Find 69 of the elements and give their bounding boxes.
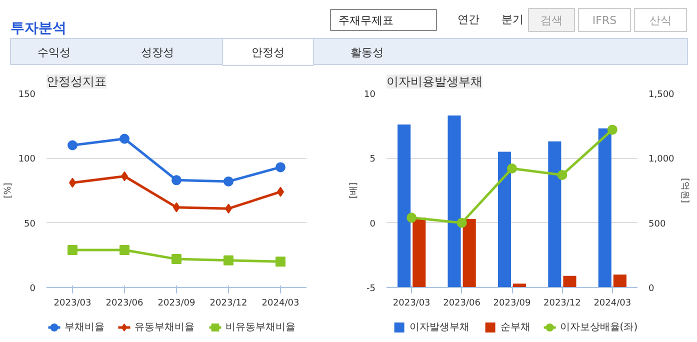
point	[120, 134, 130, 144]
x-tick-label: 2023/03	[392, 298, 430, 309]
x-tick-label: 2023/12	[544, 298, 581, 309]
y2-tick-label: 1,000	[648, 154, 675, 165]
text: 분기	[502, 13, 524, 26]
text: 검색	[540, 14, 562, 27]
x-tick-label: 2024/03	[262, 298, 300, 309]
point	[224, 256, 234, 266]
chart-title: 이자비용발생부채	[386, 74, 482, 89]
point	[406, 212, 417, 223]
point	[172, 175, 182, 186]
point	[276, 162, 286, 173]
point	[68, 245, 78, 256]
point	[120, 245, 130, 256]
text: 연간	[458, 13, 480, 26]
text: 투자분석	[10, 20, 66, 36]
y-tick-label: -5	[366, 284, 376, 294]
bar	[398, 124, 411, 288]
x-tick-label: 2024/03	[594, 298, 632, 309]
legend-label: 순부채	[500, 322, 530, 333]
text: IFRS	[592, 14, 617, 27]
point	[607, 125, 618, 136]
text: 주재무제표	[338, 14, 394, 27]
point	[68, 140, 78, 151]
bar	[498, 152, 511, 288]
y-tick-label: 50	[24, 220, 36, 230]
y-axis-title: [%]	[3, 183, 14, 199]
x-tick-label: 2023/09	[493, 298, 531, 309]
point	[172, 254, 182, 264]
y2-tick-label: 0	[648, 284, 654, 294]
bar	[448, 116, 461, 288]
point	[224, 176, 234, 187]
y2-tick-label: 1,500	[648, 90, 675, 100]
x-tick-label: 2023/12	[210, 298, 248, 309]
point	[276, 256, 286, 267]
legend-label: 부채비율	[64, 322, 104, 333]
text: 안정성	[252, 46, 284, 59]
y-tick-label: 5	[370, 154, 376, 165]
x-tick-label: 2023/06	[106, 298, 144, 309]
legend-label: 유동부채비율	[134, 322, 194, 333]
text: 성장성	[141, 46, 174, 59]
bar	[613, 274, 626, 288]
x-tick-label: 2023/06	[443, 298, 481, 309]
y-tick-label: 150	[18, 90, 36, 100]
y-axis-title: [배]	[349, 182, 360, 199]
bar	[598, 128, 612, 288]
x-tick-label: 2023/03	[54, 298, 92, 309]
chart-title: 안정성지표	[46, 74, 106, 89]
bar	[462, 219, 476, 288]
legend-label: 이자보상배율(좌)	[560, 322, 638, 333]
point	[557, 170, 568, 180]
bar	[412, 218, 426, 288]
text: 산식	[650, 14, 672, 27]
y-tick-label: 100	[18, 154, 36, 165]
y-tick-label: 0	[370, 220, 376, 230]
legend-label: 이자발생부채	[409, 322, 470, 333]
point	[507, 164, 517, 174]
y-tick-label: 0	[30, 284, 36, 294]
bar	[563, 276, 576, 288]
text: 활동성	[350, 46, 384, 59]
y-tick-label: 10	[364, 90, 376, 100]
y2-axis-title: [억원]	[679, 178, 690, 204]
x-tick-label: 2023/09	[158, 298, 196, 309]
text: 수익성	[38, 46, 70, 59]
legend-label: 비유동부채비율	[225, 322, 296, 333]
bar	[513, 284, 526, 288]
y2-tick-label: 500	[648, 220, 666, 230]
point	[456, 218, 467, 228]
bar	[548, 142, 562, 288]
